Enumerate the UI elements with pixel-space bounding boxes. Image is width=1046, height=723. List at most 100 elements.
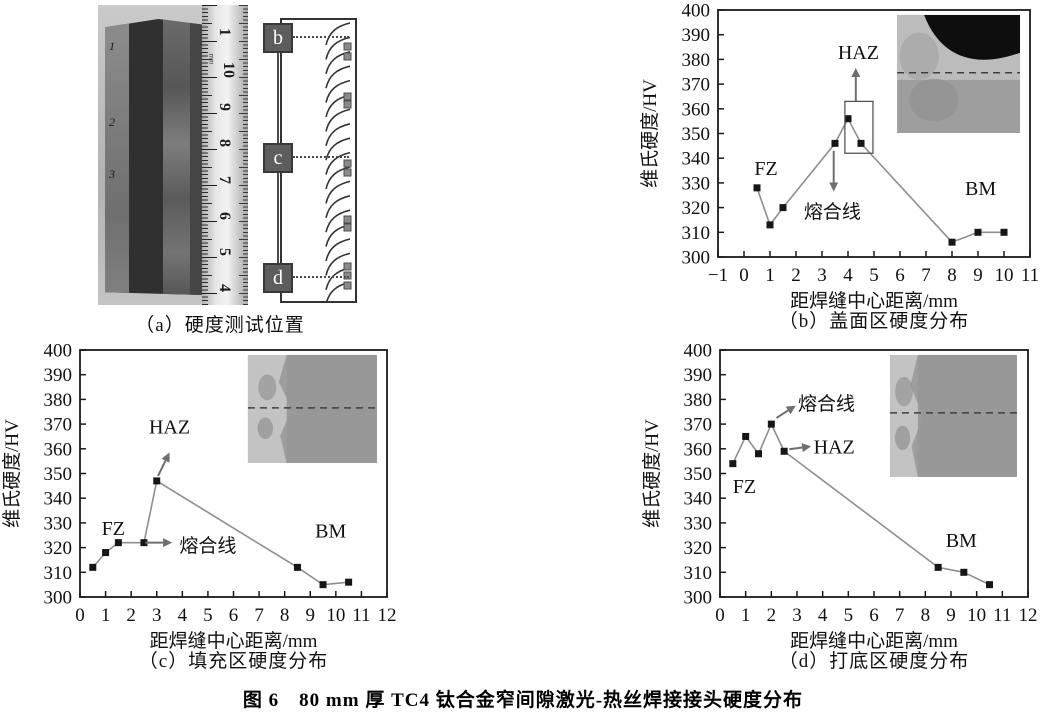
weld-pass-curve bbox=[325, 180, 351, 204]
data-point bbox=[345, 578, 353, 586]
y-tick-label: 360 bbox=[682, 99, 711, 120]
specimen-photo: 1 2 3 mm 1 10 9 8 7 6 5 4 bbox=[98, 5, 248, 305]
weld-pass-curve bbox=[325, 209, 351, 233]
x-tick-label: 1 bbox=[101, 605, 111, 626]
x-tick-label: 6 bbox=[229, 605, 239, 626]
ruler-number: 5 bbox=[216, 248, 233, 256]
data-point bbox=[319, 581, 327, 589]
panel-caption: （b）盖面区硬度分布 bbox=[779, 310, 970, 332]
x-tick-label: 2 bbox=[791, 265, 801, 286]
data-point bbox=[948, 238, 956, 246]
y-axis-title: 维氏硬度/HV bbox=[641, 419, 663, 528]
specimen-mark: 1 bbox=[109, 39, 115, 53]
x-tick-label: 3 bbox=[817, 265, 827, 286]
x-tick-label: 10 bbox=[326, 605, 345, 626]
annotation-arrow bbox=[145, 538, 173, 548]
data-point bbox=[974, 228, 982, 236]
weld-pass-curve bbox=[325, 22, 351, 46]
x-tick-label: 6 bbox=[869, 605, 879, 626]
dotted-leader-b bbox=[293, 36, 349, 38]
ruler: mm 1 10 9 8 7 6 5 4 bbox=[202, 5, 248, 305]
data-point bbox=[844, 115, 852, 123]
specimen-mark: 2 bbox=[109, 115, 115, 129]
x-tick-label: −1 bbox=[708, 265, 728, 286]
x-tick-label: 9 bbox=[973, 265, 983, 286]
y-tick-label: 380 bbox=[44, 390, 73, 411]
indent-marker bbox=[343, 52, 352, 61]
x-tick-label: 3 bbox=[792, 605, 802, 626]
x-axis-title: 距焊缝中心距离/mm bbox=[790, 630, 958, 652]
y-tick-label: 340 bbox=[44, 489, 73, 510]
caption-panel-a: （a）硬度测试位置 bbox=[135, 315, 305, 336]
weld-pass-curve bbox=[325, 65, 351, 89]
y-tick-label: 330 bbox=[44, 513, 73, 534]
ruler-number: 1 bbox=[216, 28, 233, 36]
y-tick-label: 320 bbox=[684, 538, 713, 559]
data-point bbox=[831, 139, 839, 147]
micrograph-inset bbox=[890, 354, 1017, 477]
weld-pass-curve bbox=[325, 166, 351, 190]
weld-seam-strip bbox=[163, 19, 190, 295]
figure-caption: 图 6 80 mm 厚 TC4 钛合金窄间隙激光-热丝焊接接头硬度分布 bbox=[242, 690, 804, 711]
indent-marker bbox=[343, 223, 352, 232]
x-tick-label: 7 bbox=[254, 605, 264, 626]
data-point bbox=[742, 432, 750, 440]
data-point bbox=[780, 447, 788, 455]
x-tick-label: 12 bbox=[1019, 605, 1038, 626]
weld-pass-curve bbox=[325, 79, 351, 103]
x-tick-label: 11 bbox=[1021, 265, 1039, 286]
specimen-left-face bbox=[105, 19, 129, 295]
x-tick-label: 10 bbox=[967, 605, 986, 626]
data-point bbox=[766, 221, 774, 229]
data-point bbox=[767, 420, 775, 428]
position-label-d: d bbox=[263, 263, 293, 293]
y-tick-label: 300 bbox=[44, 588, 73, 609]
data-point bbox=[934, 563, 942, 571]
data-point bbox=[779, 204, 787, 212]
indent-marker bbox=[343, 159, 352, 168]
ruler-number: 4 bbox=[216, 284, 233, 292]
y-tick-label: 310 bbox=[684, 563, 713, 584]
data-point bbox=[114, 539, 122, 547]
x-tick-label: 11 bbox=[993, 605, 1011, 626]
y-tick-label: 330 bbox=[682, 173, 711, 194]
data-point bbox=[857, 139, 865, 147]
y-tick-label: 380 bbox=[682, 50, 711, 71]
weld-pass-curve bbox=[325, 238, 351, 262]
indent-marker bbox=[343, 42, 352, 51]
y-tick-label: 310 bbox=[682, 223, 711, 244]
position-label-b: b bbox=[263, 23, 293, 53]
indent-marker bbox=[343, 92, 352, 101]
x-tick-label: 3 bbox=[152, 605, 162, 626]
annotation-text: HAZ bbox=[838, 42, 879, 64]
ruler-ticks-cm bbox=[202, 5, 217, 305]
specimen-mark: 3 bbox=[109, 167, 115, 181]
x-axis-title: 距焊缝中心距离/mm bbox=[150, 630, 318, 652]
x-tick-label: 1 bbox=[741, 605, 751, 626]
y-tick-label: 310 bbox=[44, 563, 73, 584]
y-tick-label: 380 bbox=[684, 390, 713, 411]
x-tick-label: 7 bbox=[895, 605, 905, 626]
y-axis-title: 维氏硬度/HV bbox=[639, 79, 661, 188]
annotation-arrow bbox=[157, 452, 170, 477]
annotation-arrow bbox=[789, 443, 812, 453]
micrograph-inset bbox=[897, 14, 1021, 134]
x-tick-label: 4 bbox=[843, 265, 853, 286]
y-axis-title: 维氏硬度/HV bbox=[1, 419, 23, 528]
indent-marker bbox=[343, 262, 352, 271]
x-axis-title: 距焊缝中心距离/mm bbox=[790, 290, 958, 312]
data-point bbox=[960, 568, 968, 576]
y-tick-label: 350 bbox=[684, 464, 713, 485]
x-tick-label: 2 bbox=[126, 605, 136, 626]
dotted-leader-c bbox=[293, 156, 349, 158]
y-tick-label: 400 bbox=[44, 341, 73, 362]
y-tick-label: 370 bbox=[684, 415, 713, 436]
y-tick-label: 400 bbox=[684, 341, 713, 362]
weld-pass-curve bbox=[325, 252, 351, 276]
annotation-text: BM bbox=[965, 178, 996, 200]
data-point bbox=[293, 563, 301, 571]
x-tick-label: 11 bbox=[352, 605, 370, 626]
data-point bbox=[89, 563, 97, 571]
dotted-leader-d bbox=[293, 276, 349, 278]
